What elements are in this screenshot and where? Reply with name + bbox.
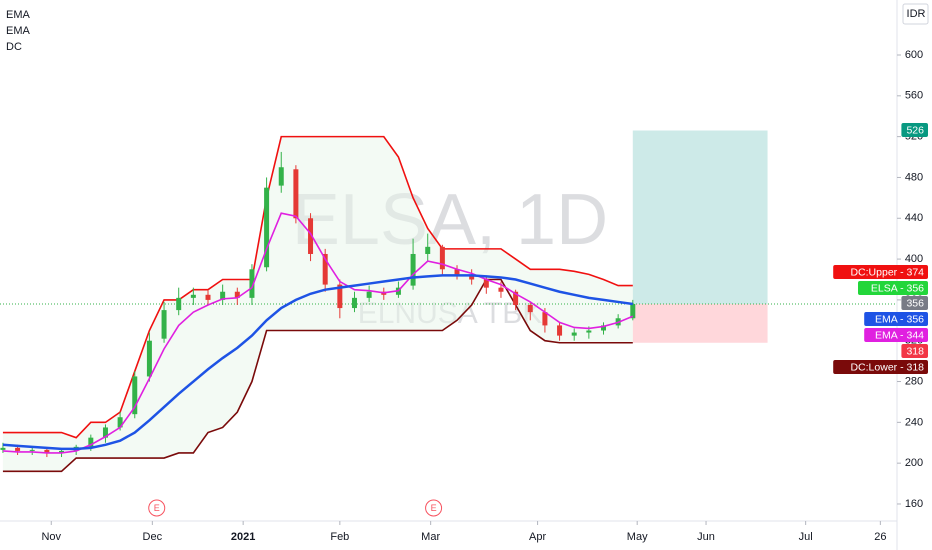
price-label-bg xyxy=(864,312,928,326)
x-tick-label: 26 xyxy=(874,531,886,543)
candle-body xyxy=(557,325,563,336)
candle-body xyxy=(425,246,431,254)
candle-body xyxy=(234,291,240,298)
y-tick-label: 200 xyxy=(905,457,923,469)
candle-body xyxy=(498,287,504,292)
candle-body xyxy=(571,332,577,336)
x-tick-label: Mar xyxy=(421,531,440,543)
candle-body xyxy=(44,449,50,453)
candle-body xyxy=(586,330,592,333)
candle-body xyxy=(190,294,196,298)
y-tick-label: 560 xyxy=(905,90,923,102)
candle-body xyxy=(264,187,270,268)
candle-body xyxy=(439,246,445,270)
candle-body xyxy=(542,312,548,326)
price-label: 526 xyxy=(906,124,924,136)
price-label-bg xyxy=(901,296,928,310)
indicator-line xyxy=(2,274,633,451)
legend-entry: DC xyxy=(6,41,22,53)
stop-zone xyxy=(632,303,768,343)
price-label-bg xyxy=(833,265,928,279)
price-label: DC:Lower - 318 xyxy=(850,361,924,373)
candle-body xyxy=(469,274,475,280)
x-tick-label: Nov xyxy=(41,531,61,543)
candle-body xyxy=(527,305,533,313)
candle-body xyxy=(29,449,35,451)
x-tick-label: 2021 xyxy=(231,531,255,543)
y-tick-label: 600 xyxy=(905,49,923,61)
candle-body xyxy=(308,218,314,254)
candle-body xyxy=(278,167,284,186)
x-tick-label: Feb xyxy=(330,531,349,543)
candle-body xyxy=(102,427,108,438)
indicator-line xyxy=(2,278,633,473)
candle-body xyxy=(205,294,211,300)
candle-body xyxy=(132,376,138,415)
candle-body xyxy=(337,284,343,309)
price-label-bg xyxy=(858,281,928,295)
y-tick-label: 280 xyxy=(905,375,923,387)
x-tick-label: Dec xyxy=(143,531,163,543)
event-marker xyxy=(148,499,166,517)
x-tick-label: May xyxy=(627,531,648,543)
indicator-line xyxy=(2,135,633,439)
price-label-bg xyxy=(833,360,928,374)
channel-fill xyxy=(2,136,633,472)
candle-body xyxy=(117,417,123,428)
legend-entry: EMA xyxy=(6,9,31,21)
price-label-bg xyxy=(901,344,928,358)
candle-body xyxy=(513,291,519,305)
candle-body xyxy=(0,447,6,450)
price-label: 356 xyxy=(906,297,924,309)
currency: IDR xyxy=(907,8,926,20)
price-label: ELSA - 356 xyxy=(871,282,924,294)
price-label: 318 xyxy=(906,345,924,357)
candle-body xyxy=(410,253,416,286)
x-tick-label: Apr xyxy=(529,531,546,543)
candle-body xyxy=(59,450,65,453)
target-zone xyxy=(632,130,768,304)
event-label: E xyxy=(154,503,160,513)
candle-body xyxy=(176,297,182,311)
candle-body xyxy=(249,269,255,298)
candle-body xyxy=(161,310,167,339)
legend-entry: EMA xyxy=(6,25,31,37)
candle-body xyxy=(366,291,372,298)
candle-body xyxy=(220,291,226,300)
candle-body xyxy=(351,297,357,309)
x-tick-label: Jun xyxy=(697,531,715,543)
candle-body xyxy=(454,269,460,275)
candle-body xyxy=(293,169,299,219)
candle-body xyxy=(15,447,21,451)
indicator-line xyxy=(2,212,634,454)
candle-body xyxy=(146,340,152,377)
candle-body xyxy=(601,325,607,331)
price-label: EMA - 344 xyxy=(875,329,924,341)
price-label-bg xyxy=(901,123,928,137)
candle-body xyxy=(88,437,94,447)
candle-body xyxy=(483,279,489,288)
y-tick-label: 400 xyxy=(905,253,923,265)
candle-body xyxy=(630,303,636,319)
currency-box xyxy=(902,3,929,25)
y-tick-label: 440 xyxy=(905,212,923,224)
price-label: EMA - 356 xyxy=(875,313,924,325)
y-tick-label: 480 xyxy=(905,171,923,183)
candle-body xyxy=(322,253,328,285)
y-tick-label: 160 xyxy=(905,498,923,510)
price-label-bg xyxy=(864,328,928,342)
event-marker xyxy=(425,499,443,517)
price-label: DC:Upper - 374 xyxy=(850,266,924,278)
y-tick-label: 240 xyxy=(905,416,923,428)
event-label: E xyxy=(431,503,437,513)
x-tick-label: Jul xyxy=(799,531,813,543)
